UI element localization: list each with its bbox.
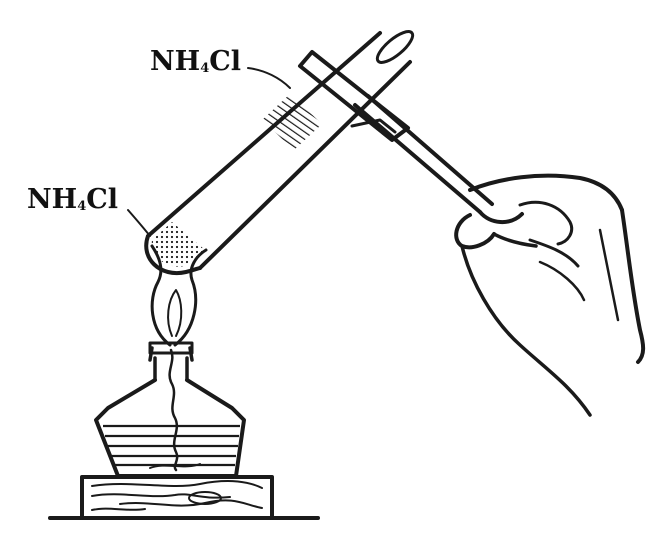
tube-holder — [298, 50, 524, 224]
hand — [454, 173, 646, 417]
label-nh4cl-left: NH4Cl — [27, 186, 118, 213]
lamp-liquid — [103, 424, 240, 467]
alcohol-lamp — [94, 341, 246, 478]
test-tube — [144, 30, 415, 276]
label-left-main: NH — [27, 184, 78, 215]
label-top-main: NH — [150, 46, 201, 77]
solid-powder — [151, 222, 205, 267]
deposit-band — [262, 94, 322, 150]
label-nh4cl-top: NH4Cl — [150, 48, 241, 75]
label-left-rest: Cl — [86, 184, 118, 215]
leader-lines — [127, 67, 291, 237]
wooden-block — [80, 475, 274, 520]
label-left-subscript: 4 — [77, 199, 87, 214]
label-top-rest: Cl — [209, 46, 241, 77]
label-top-subscript: 4 — [200, 61, 210, 76]
